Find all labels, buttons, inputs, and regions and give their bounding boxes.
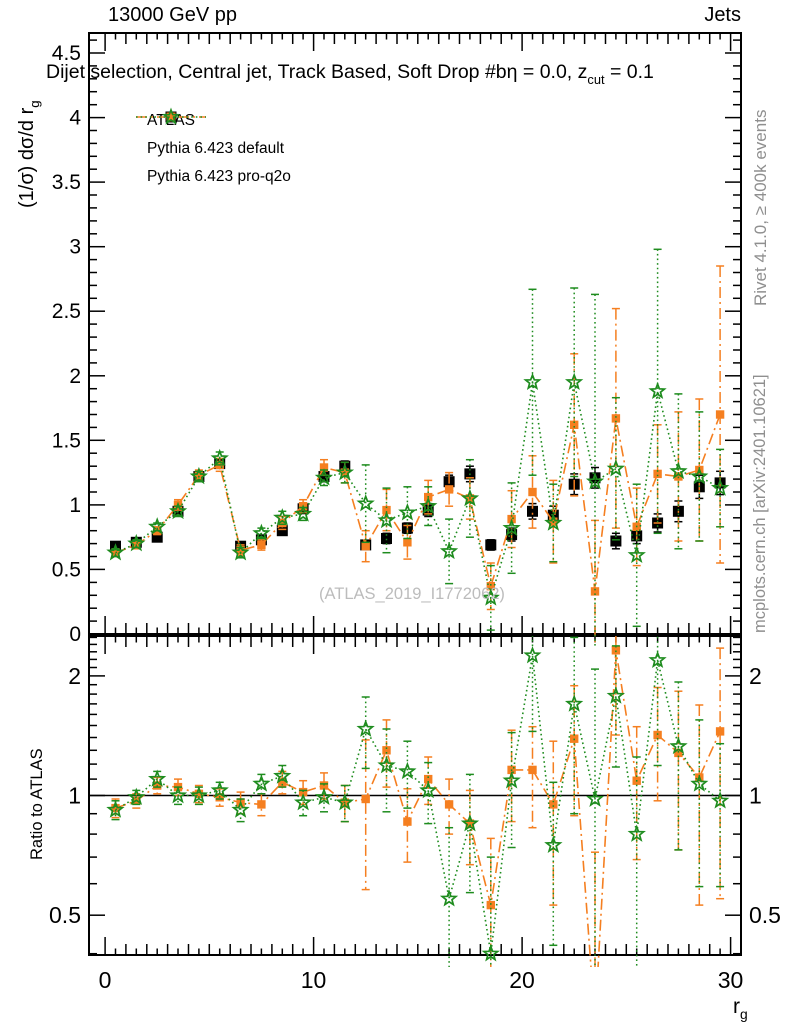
svg-text:2: 2 <box>68 663 81 689</box>
svg-text:2: 2 <box>69 365 81 388</box>
ratio-panel-y-axis-label: Ratio to ATLAS <box>28 748 46 860</box>
mcplots-arxiv-note: mcplots.cern.ch [arXiv:2401.10621] <box>751 374 769 633</box>
svg-text:1.5: 1.5 <box>52 429 81 452</box>
svg-text:2.5: 2.5 <box>52 300 81 323</box>
svg-text:0.5: 0.5 <box>749 902 781 928</box>
x-axis-label-subscript: g <box>740 1006 748 1023</box>
pythia-default-marker-icon <box>136 112 206 122</box>
rivet-version-note: Rivet 4.1.0, ≥ 400k events <box>751 109 770 306</box>
plot-title-tail: = 0.1 <box>604 61 654 83</box>
svg-text:20: 20 <box>509 967 535 993</box>
svg-text:4.5: 4.5 <box>52 42 81 65</box>
plot-title: Dijet selection, Central jet, Track Base… <box>46 61 654 87</box>
svg-text:10: 10 <box>301 967 327 993</box>
svg-text:4: 4 <box>69 107 81 130</box>
y-axis-label-subscript: g <box>26 100 42 108</box>
analysis-id-watermark: (ATLAS_2019_I1772062) <box>319 585 505 603</box>
pythia-proq2o-marker-icon <box>136 107 206 125</box>
top-panel-y-axis-label: (1/σ) dσ/d rg <box>16 100 42 208</box>
svg-text:30: 30 <box>718 967 744 993</box>
svg-text:0: 0 <box>99 967 112 993</box>
plot-title-subscript: cut <box>587 71 605 87</box>
svg-text:3: 3 <box>69 236 81 259</box>
legend-item-pythia-proq2o: Pythia 6.423 pro-q2o <box>134 107 291 191</box>
x-axis-label-text: r <box>733 995 740 1018</box>
svg-text:0: 0 <box>69 623 81 646</box>
svg-text:1: 1 <box>68 783 81 809</box>
x-axis-label: rg <box>733 995 748 1022</box>
svg-text:3.5: 3.5 <box>52 171 81 194</box>
y-axis-label-text: (1/σ) dσ/d r <box>16 107 38 208</box>
legend-label: Pythia 6.423 default <box>147 140 285 157</box>
legend: ATLAS Pythia 6.423 default Pythia 6.423 … <box>134 107 291 191</box>
svg-text:2: 2 <box>749 663 762 689</box>
svg-text:1: 1 <box>749 783 762 809</box>
legend-item-pythia-default: Pythia 6.423 default <box>134 112 291 163</box>
plot-title-main: Dijet selection, Central jet, Track Base… <box>46 61 588 83</box>
svg-text:0.5: 0.5 <box>52 558 81 581</box>
legend-label: Pythia 6.423 pro-q2o <box>147 168 291 185</box>
beam-energy-label: 13000 GeV pp <box>108 4 237 26</box>
svg-text:1: 1 <box>69 494 81 517</box>
svg-text:0.5: 0.5 <box>49 902 81 928</box>
analysis-group-label: Jets <box>704 4 741 26</box>
